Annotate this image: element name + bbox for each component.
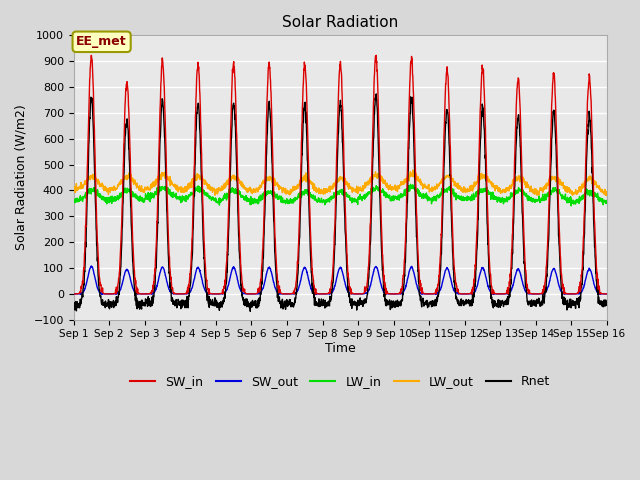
- Rnet: [356, 298, 364, 303]
- LW_in: [567, 203, 575, 209]
- SW_out: [356, 291, 364, 297]
- SW_in: [495, 291, 503, 297]
- Legend: SW_in, SW_out, LW_in, LW_out, Rnet: SW_in, SW_out, LW_in, LW_out, Rnet: [125, 370, 556, 393]
- Rnet: [246, 309, 254, 314]
- Line: SW_out: SW_out: [74, 266, 607, 295]
- LW_in: [218, 197, 226, 203]
- SW_in: [112, 291, 120, 297]
- LW_out: [367, 174, 375, 180]
- Line: SW_in: SW_in: [74, 55, 607, 294]
- Rnet: [603, 298, 611, 303]
- LW_out: [409, 167, 417, 173]
- LW_in: [572, 201, 579, 206]
- LW_in: [407, 181, 415, 187]
- Line: Rnet: Rnet: [74, 94, 607, 312]
- SW_in: [372, 52, 380, 58]
- LW_in: [603, 199, 611, 205]
- LW_in: [556, 190, 564, 196]
- SW_in: [367, 188, 375, 194]
- Title: Solar Radiation: Solar Radiation: [282, 15, 399, 30]
- LW_in: [70, 199, 77, 205]
- Rnet: [372, 91, 380, 97]
- Rnet: [572, 303, 579, 309]
- LW_out: [556, 177, 564, 182]
- Rnet: [495, 303, 503, 309]
- SW_out: [219, 291, 227, 297]
- LW_out: [495, 185, 503, 191]
- LW_in: [356, 196, 364, 202]
- SW_out: [368, 278, 376, 284]
- Rnet: [367, 212, 375, 217]
- Y-axis label: Solar Radiation (W/m2): Solar Radiation (W/m2): [15, 105, 28, 251]
- LW_in: [367, 186, 375, 192]
- SW_in: [356, 291, 364, 297]
- SW_in: [70, 291, 77, 297]
- SW_out: [312, 292, 320, 298]
- SW_out: [87, 263, 95, 269]
- X-axis label: Time: Time: [325, 342, 356, 355]
- Rnet: [218, 300, 226, 306]
- SW_out: [556, 287, 564, 293]
- SW_out: [70, 291, 77, 297]
- SW_in: [572, 291, 579, 297]
- SW_in: [219, 287, 227, 293]
- SW_out: [603, 291, 611, 297]
- LW_out: [70, 187, 77, 192]
- SW_out: [572, 291, 579, 297]
- Text: EE_met: EE_met: [76, 36, 127, 48]
- LW_out: [571, 190, 579, 196]
- SW_out: [495, 291, 503, 297]
- SW_in: [603, 291, 611, 297]
- Rnet: [556, 267, 564, 273]
- LW_out: [603, 192, 611, 198]
- LW_out: [356, 185, 364, 191]
- Line: LW_in: LW_in: [74, 184, 607, 206]
- SW_in: [556, 253, 564, 259]
- LW_out: [218, 186, 226, 192]
- Rnet: [70, 304, 77, 310]
- Line: LW_out: LW_out: [74, 170, 607, 195]
- LW_in: [495, 194, 503, 200]
